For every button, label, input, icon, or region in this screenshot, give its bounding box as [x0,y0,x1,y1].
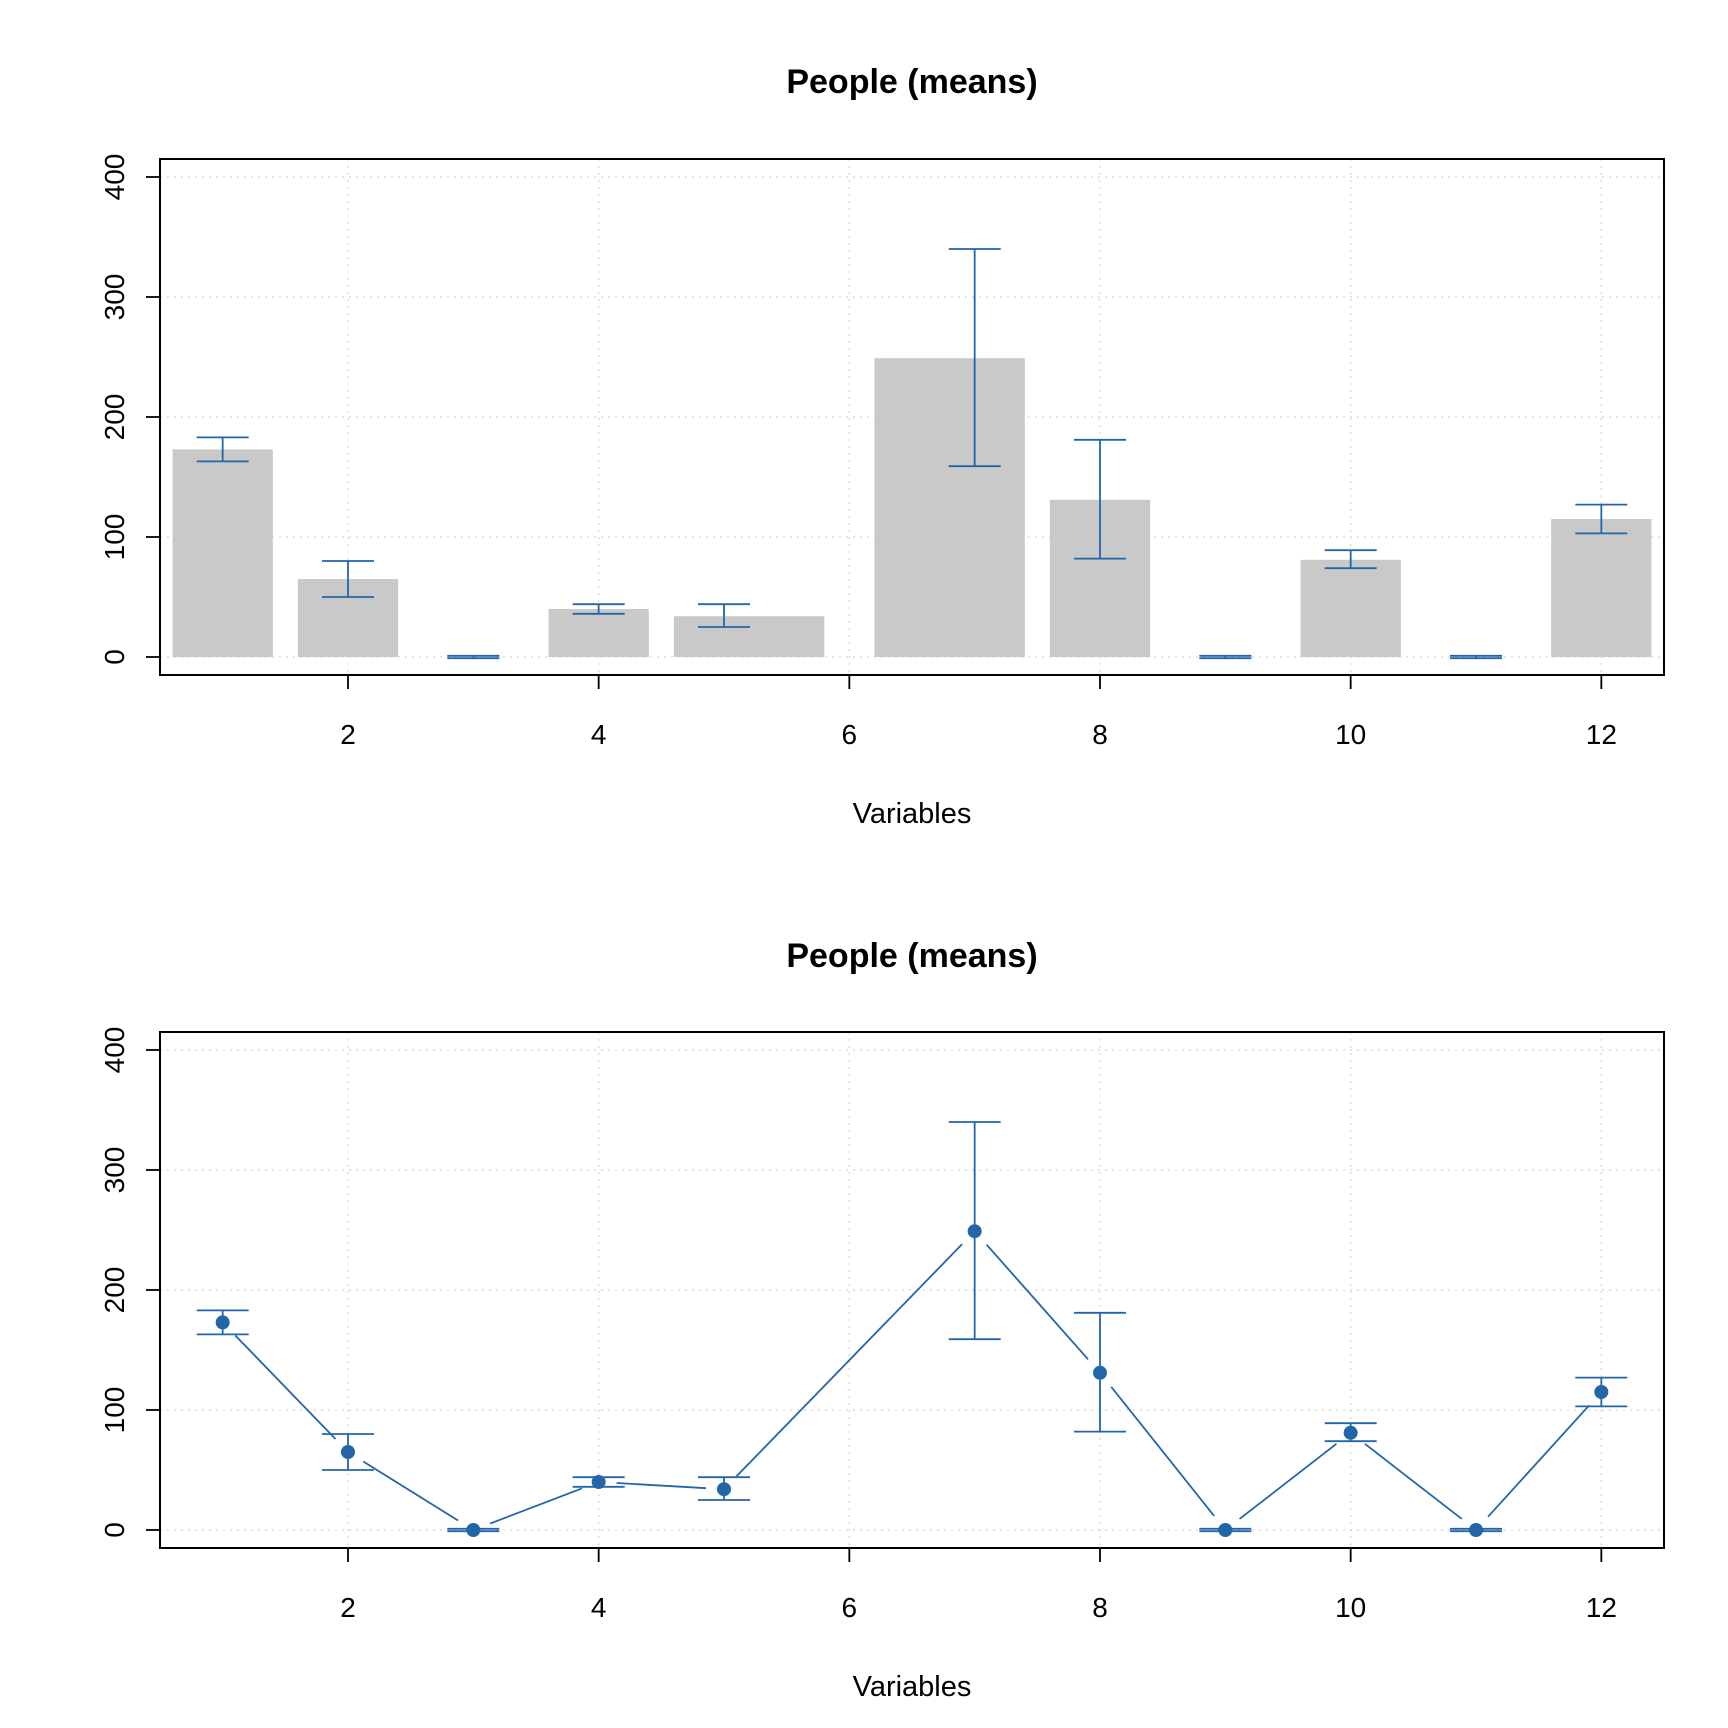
bar-chart-bar [548,609,649,657]
line-chart-point [591,1475,606,1489]
line-chart-plot-area: 2 4 6 8 10 12 0 100 200 300 400 [99,1027,1665,1623]
line-chart-line-segment [616,1482,707,1490]
bar-chart-x-tick-label: 8 [1092,719,1108,750]
bar-chart-x-tick-label: 6 [842,719,858,750]
line-chart-line-segment [1364,1443,1463,1520]
bar-chart-y-tick-label: 400 [99,154,130,201]
bar-chart-plot-area: 2 4 6 8 10 12 0 100 200 300 400 [99,154,1665,750]
line-chart-line-segment [1110,1386,1215,1517]
line-chart-point [967,1224,982,1239]
line-chart-point [1343,1425,1358,1440]
bar-chart-y-tick-label: 100 [99,514,130,561]
bar-chart-title: People (means) [786,63,1037,101]
line-chart-title: People (means) [786,937,1037,975]
line-chart-y-tick-label: 400 [99,1027,130,1074]
bar-chart-bar [874,358,1025,657]
bar-chart-y-tick-label: 200 [99,394,130,441]
line-chart-point [1093,1365,1107,1380]
bar-chart-x-tick-label: 10 [1335,719,1366,750]
line-chart-x-tick-label: 6 [842,1592,858,1623]
line-chart-panel: People (means) 2 4 6 8 10 12 0 100 200 300 400 Var… [99,937,1665,1703]
line-chart-y-tick-label: 0 [99,1522,130,1538]
bar-chart-x-tick-label: 4 [591,719,607,750]
line-chart-line-segment [234,1334,337,1440]
line-chart-x-tick-label: 10 [1335,1592,1366,1623]
line-chart-x-tick-label: 8 [1092,1592,1108,1623]
line-chart-line-segment [362,1460,459,1522]
line-chart-line-segment [489,1487,583,1525]
line-chart-point [1469,1523,1483,1537]
line-chart-point [215,1315,230,1330]
line-chart-point [466,1523,481,1537]
line-chart-x-tick-label: 12 [1586,1592,1617,1623]
bar-chart-y-tick-label: 300 [99,274,130,321]
line-chart-line-segment [1239,1443,1337,1520]
line-chart-point [341,1445,355,1459]
line-chart-point [717,1482,731,1497]
bar-chart-panel: People (means) 2 4 6 8 10 12 0 100 200 300 400 Var… [99,63,1665,830]
bar-chart-bar [1300,559,1401,657]
bar-chart-bar [172,449,273,657]
line-chart-y-tick-label: 100 [99,1387,130,1434]
line-chart-line-segment [735,1243,963,1477]
line-chart-line-segment [1487,1404,1590,1518]
bar-chart-x-tick-label: 12 [1586,719,1617,750]
line-chart-x-tick-label: 4 [591,1592,607,1623]
bar-chart-x-axis-label: Variables [853,798,972,830]
line-chart-x-axis-label: Variables [853,1671,972,1703]
line-chart-y-tick-label: 200 [99,1267,130,1314]
bar-chart-bar [1551,519,1652,657]
line-chart-line-segment [985,1244,1089,1360]
bar-chart-y-tick-label: 0 [99,649,130,665]
line-chart-point [1218,1523,1233,1537]
bar-chart-bar [673,616,825,657]
line-chart-x-tick-label: 2 [340,1592,356,1623]
bar-chart-x-tick-label: 2 [340,719,356,750]
line-chart-y-tick-label: 300 [99,1147,130,1194]
line-chart-point [1594,1385,1609,1399]
